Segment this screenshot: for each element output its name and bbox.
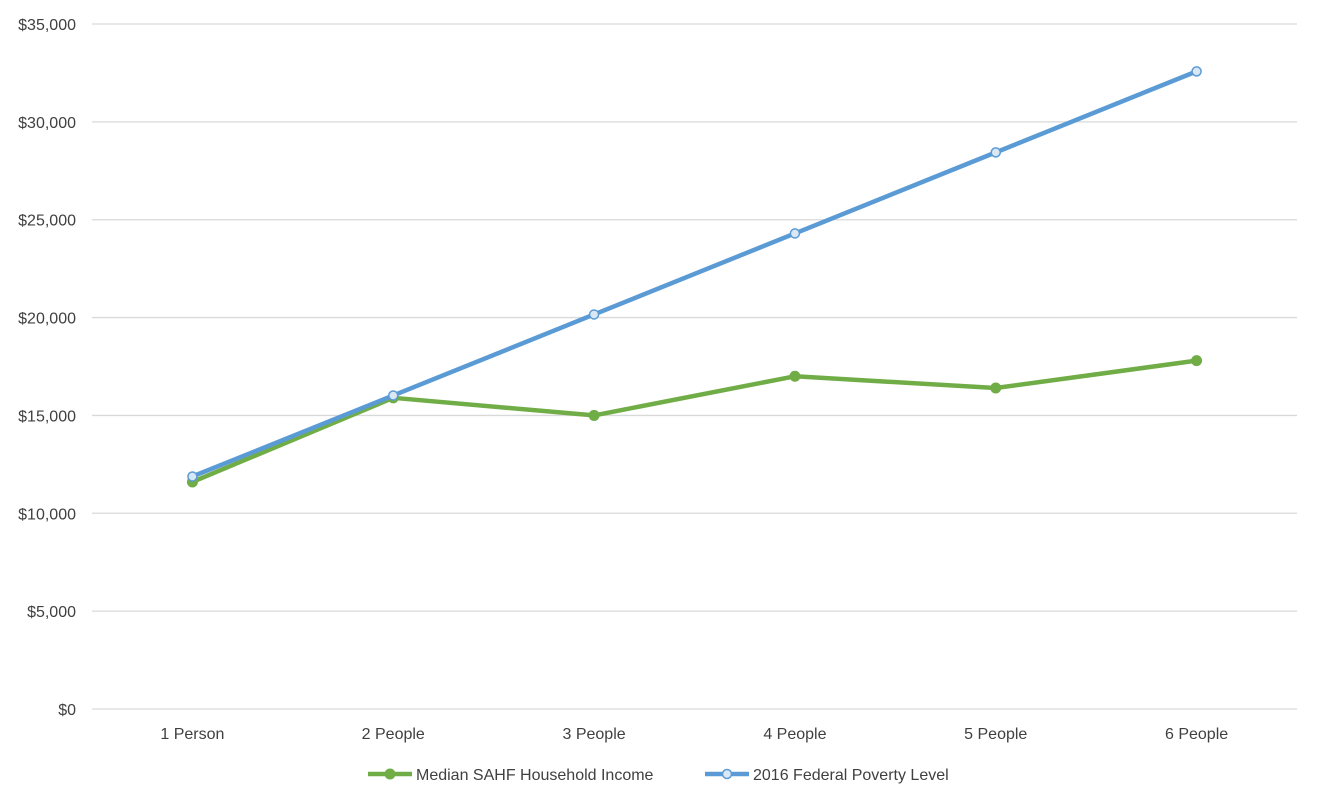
series-line [190,358,1199,485]
y-tick-label: $20,000 [18,311,76,328]
legend: Median SAHF Household Income 2016 Federal… [368,767,949,784]
x-tick-label: 4 People [763,726,826,743]
data-point [990,147,1001,158]
y-tick-label: $30,000 [18,115,76,132]
data-point [990,382,1002,394]
data-point [1191,355,1203,367]
data-point [588,409,600,421]
x-tick-label: 1 Person [160,726,224,743]
legend-swatch-marker [721,768,733,780]
series-line [190,69,1199,479]
gridlines [92,23,1297,710]
y-axis-ticks: $0 $5,000 $10,000 $15,000 $20,000 $25,000 $30,… [18,17,76,719]
series-1 [186,355,1203,488]
legend-item: Median SAHF Household Income [368,767,654,784]
x-tick-label: 2 People [362,726,425,743]
x-tick-label: 3 People [562,726,625,743]
y-tick-label: $10,000 [18,506,76,523]
y-tick-label: $15,000 [18,408,76,425]
legend-label: Median SAHF Household Income [416,767,654,784]
data-point [1191,66,1202,77]
data-point [588,309,600,320]
y-tick-label: $25,000 [18,213,76,230]
legend-label: 2016 Federal Poverty Level [753,767,949,784]
y-tick-label: $5,000 [27,604,76,621]
x-axis-ticks: 1 Person 2 People 3 People 4 People 5 People… [160,726,1228,743]
data-point [789,228,801,239]
x-tick-label: 6 People [1165,726,1228,743]
series-lines [186,66,1203,488]
data-point [789,370,801,382]
series-2 [187,66,1202,482]
data-point [388,390,399,401]
y-tick-label: $0 [58,702,76,719]
y-tick-label: $35,000 [18,17,76,34]
x-tick-label: 5 People [964,726,1027,743]
legend-swatch-marker [384,768,396,780]
legend-item: 2016 Federal Poverty Level [705,767,949,784]
data-point [187,471,198,482]
